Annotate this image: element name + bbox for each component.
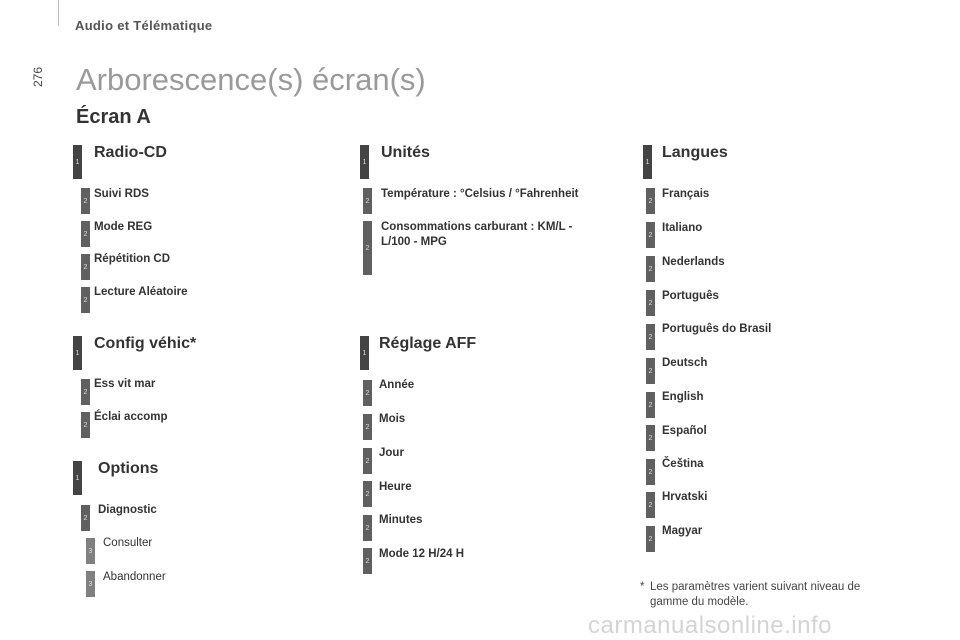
level-2-marker: 2 bbox=[363, 414, 372, 440]
watermark: carmanualsonline.info bbox=[588, 612, 832, 639]
menu-item: Minutes bbox=[379, 514, 423, 526]
level-2-marker: 2 bbox=[646, 256, 655, 282]
menu-item: Ess vit mar bbox=[94, 378, 156, 390]
level-2-marker: 2 bbox=[81, 188, 90, 214]
level-1-marker: 1 bbox=[73, 145, 82, 179]
level-3-marker: 3 bbox=[86, 571, 95, 597]
level-2-marker: 2 bbox=[646, 526, 655, 552]
screen-subtitle: Écran A bbox=[76, 106, 151, 128]
group-title-config: Config véhic* bbox=[94, 335, 197, 352]
level-2-marker: 2 bbox=[81, 505, 90, 531]
menu-item: Nederlands bbox=[662, 256, 725, 268]
header-divider bbox=[58, 0, 59, 26]
level-2-marker: 2 bbox=[363, 221, 372, 275]
menu-item: Deutsch bbox=[662, 357, 708, 369]
level-2-marker: 2 bbox=[363, 188, 372, 214]
group-title-radio: Radio-CD bbox=[94, 144, 167, 161]
group-title-langues: Langues bbox=[662, 144, 728, 161]
menu-item: Diagnostic bbox=[98, 504, 157, 516]
menu-item: Heure bbox=[379, 481, 412, 493]
menu-item: Hrvatski bbox=[662, 491, 708, 503]
level-2-marker: 2 bbox=[646, 459, 655, 485]
group-title-reglage: Réglage AFF bbox=[379, 335, 477, 352]
menu-item: Lecture Aléatoire bbox=[94, 286, 188, 298]
menu-item: Suivi RDS bbox=[94, 188, 149, 200]
submenu-item: Consulter bbox=[103, 537, 153, 549]
menu-item: Année bbox=[379, 379, 415, 391]
level-2-marker: 2 bbox=[363, 448, 372, 474]
menu-item: Mode 12 H/24 H bbox=[379, 548, 464, 560]
menu-item: English bbox=[662, 391, 704, 403]
level-2-marker: 2 bbox=[81, 287, 90, 313]
level-2-marker: 2 bbox=[646, 324, 655, 350]
level-2-marker: 2 bbox=[646, 492, 655, 518]
menu-item: Consommations carburant : KM/L - L/100 -… bbox=[381, 221, 573, 248]
level-1-marker: 1 bbox=[360, 336, 369, 370]
menu-item: Jour bbox=[379, 447, 404, 459]
menu-item: Magyar bbox=[662, 525, 703, 537]
level-2-marker: 2 bbox=[363, 548, 372, 574]
level-2-marker: 2 bbox=[363, 515, 372, 541]
level-2-marker: 2 bbox=[81, 254, 90, 280]
submenu-item: Abandonner bbox=[103, 571, 166, 583]
level-2-marker: 2 bbox=[646, 222, 655, 248]
level-2-marker: 2 bbox=[81, 221, 90, 247]
menu-item: Português bbox=[662, 290, 719, 302]
level-2-marker: 2 bbox=[363, 380, 372, 406]
menu-item: Italiano bbox=[662, 222, 703, 234]
menu-item: Čeština bbox=[662, 458, 704, 470]
footnote-text: Les paramètres varient suivant niveau de… bbox=[650, 581, 861, 608]
menu-item: Español bbox=[662, 425, 707, 437]
level-1-marker: 1 bbox=[73, 461, 82, 495]
page-title: Arborescence(s) écran(s) bbox=[76, 62, 426, 97]
menu-item: Température : °Celsius / °Fahrenheit bbox=[381, 188, 579, 200]
page-number: 276 bbox=[31, 66, 46, 88]
level-2-marker: 2 bbox=[646, 425, 655, 451]
level-2-marker: 2 bbox=[646, 392, 655, 418]
menu-item: Mode REG bbox=[94, 221, 153, 233]
level-2-marker: 2 bbox=[646, 188, 655, 214]
level-2-marker: 2 bbox=[646, 290, 655, 316]
level-1-marker: 1 bbox=[643, 145, 652, 179]
menu-item: Français bbox=[662, 188, 710, 200]
level-1-marker: 1 bbox=[73, 336, 82, 370]
group-title-options: Options bbox=[98, 460, 159, 477]
level-2-marker: 2 bbox=[81, 379, 90, 405]
menu-item: Répétition CD bbox=[94, 253, 171, 265]
menu-item: Éclai accomp bbox=[94, 411, 168, 423]
level-2-marker: 2 bbox=[363, 481, 372, 507]
section-header: Audio et Télématique bbox=[75, 18, 213, 33]
level-3-marker: 3 bbox=[86, 538, 95, 564]
level-1-marker: 1 bbox=[360, 145, 369, 179]
footnote-marker: * bbox=[640, 581, 645, 593]
menu-item: Mois bbox=[379, 413, 406, 425]
level-2-marker: 2 bbox=[646, 358, 655, 384]
level-2-marker: 2 bbox=[81, 412, 90, 438]
group-title-unites: Unités bbox=[381, 144, 430, 161]
menu-item: Português do Brasil bbox=[662, 323, 772, 335]
